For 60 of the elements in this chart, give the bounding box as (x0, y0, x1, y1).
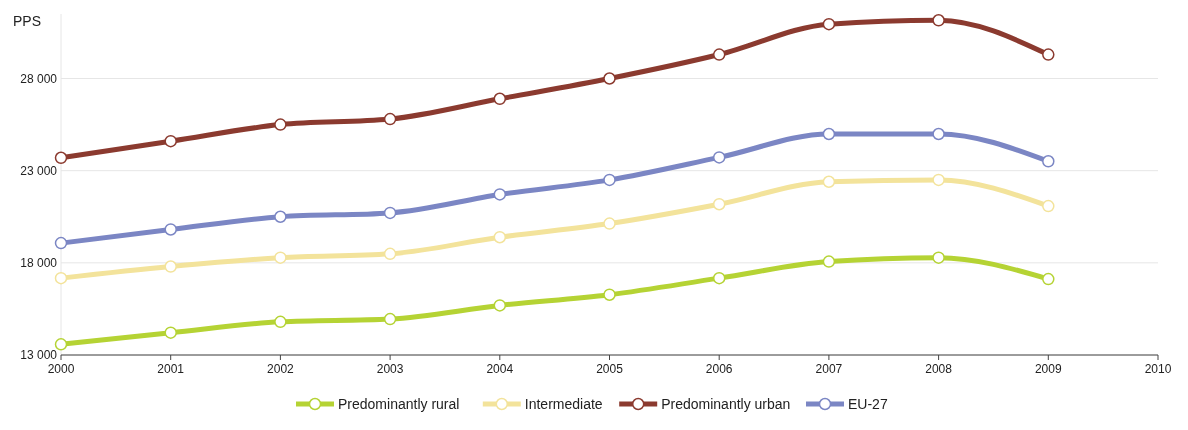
point (932, 127, 945, 141)
point (1042, 199, 1055, 213)
point (1042, 48, 1055, 61)
y-tick-label: 13 000 (20, 348, 58, 363)
x-tick-label: 2007 (815, 362, 843, 376)
point (383, 247, 397, 261)
point (493, 92, 507, 106)
point (54, 338, 68, 351)
x-tick-label: 2009 (1034, 362, 1062, 376)
point (164, 134, 177, 148)
x-tick-label: 2001 (157, 362, 185, 376)
point (603, 72, 616, 85)
x-tick-label: 2002 (267, 362, 295, 376)
point (164, 260, 177, 273)
point (164, 223, 177, 236)
x-tick-label: 2006 (705, 362, 733, 376)
y-tick-label: 28 000 (20, 71, 58, 86)
point (493, 230, 507, 244)
x-tick-label: 2010 (1144, 362, 1172, 376)
y-tick-label: 18 000 (20, 256, 58, 271)
point (712, 151, 726, 164)
point (1042, 155, 1055, 168)
point (932, 173, 945, 187)
point (822, 255, 836, 268)
point (54, 151, 68, 165)
point (822, 175, 836, 188)
point (274, 251, 287, 264)
legend-label: Predominantly urban (661, 395, 791, 412)
point (274, 210, 287, 224)
point (712, 271, 726, 285)
point (712, 48, 726, 61)
y-axis-title: PPS (13, 13, 42, 29)
point (383, 112, 397, 126)
x-tick-label: 2000 (47, 362, 75, 376)
point (603, 173, 616, 187)
point (712, 197, 726, 211)
point (932, 14, 945, 27)
point (54, 271, 68, 285)
point (54, 236, 68, 250)
point (1042, 272, 1055, 286)
y-tick-label: 23 000 (20, 163, 58, 178)
x-tick-label: 2003 (376, 362, 404, 376)
x-tick-label: 2008 (925, 362, 953, 376)
point (603, 217, 616, 230)
point (274, 315, 287, 329)
legend-label: EU-27 (848, 395, 888, 412)
point (822, 17, 836, 31)
x-tick-label: 2005 (596, 362, 624, 376)
legend-label: Intermediate (524, 395, 603, 412)
point (383, 312, 397, 326)
point (493, 299, 507, 312)
point (274, 118, 287, 131)
point (932, 251, 945, 264)
point (493, 188, 507, 201)
point (164, 326, 177, 339)
point (603, 288, 616, 301)
legend-label: Predominantly rural (338, 395, 460, 412)
x-tick-label: 2004 (486, 362, 514, 376)
point (822, 127, 836, 141)
point (383, 206, 397, 220)
